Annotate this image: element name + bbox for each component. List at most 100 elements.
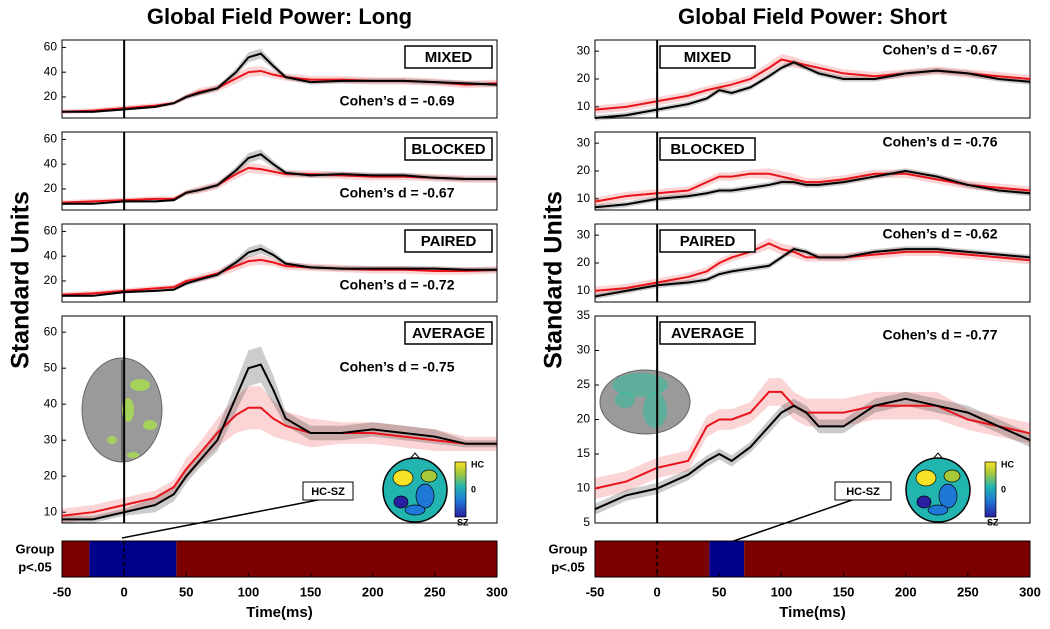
series-line [594,61,1031,119]
y-tick-label: 30 [577,227,591,241]
series-line [62,153,497,205]
series-line [594,248,1031,298]
colorbar [984,461,997,518]
series-line [594,169,1031,209]
x-tick-label: 250 [424,584,446,599]
error-band [595,59,1030,121]
topomap-blob [392,469,414,487]
activation-blob [615,392,635,408]
panel-label: AVERAGE [412,325,485,342]
label-box [404,45,493,69]
x-axis-label: Time(ms) [246,604,312,621]
panel-label: PAIRED [680,233,736,250]
inset: HC 0 SZ HC-SZ [81,357,484,539]
callout-label: HC-SZ [311,486,345,498]
colorbar-label: 0 [471,484,476,494]
topomap-blob [393,495,409,509]
series-line [594,172,1031,203]
group-label: p<.05 [551,559,585,574]
y-tick-label: 35 [577,308,591,322]
error-band [62,162,497,206]
panel-label: MIXED [684,49,732,66]
activation-blob [643,392,667,428]
plot-frame [61,540,498,578]
topomap-nose [409,452,421,460]
activation-blob [127,452,139,458]
effect-size: Cohen’s d = -0.67 [339,185,454,201]
label-box [404,229,493,253]
y-axis-label: Standard Units [7,191,35,369]
colorbar [454,461,467,518]
y-tick-label: 30 [577,135,591,149]
effect-size: Cohen’s d = -0.69 [339,93,454,109]
y-tick-label: 10 [577,283,591,297]
error-band [62,346,497,523]
x-tick-label: 300 [486,584,508,599]
topomap-blob [943,469,961,483]
label-box [659,137,756,161]
topomap-blob [916,495,932,509]
y-tick-label: 10 [577,191,591,205]
y-tick-label: 60 [44,40,58,54]
panel-label: PAIRED [421,233,477,250]
series-line [594,390,1031,490]
y-tick-label: 30 [577,343,591,357]
topomap-blob [404,504,426,516]
x-tick-label: 150 [300,584,322,599]
colorbar-label: HC [1001,459,1014,469]
effect-size: Cohen’s d = -0.72 [339,277,454,293]
colorbar-label: SZ [987,517,999,527]
colorbar-label: SZ [457,517,469,527]
x-tick-label: 250 [957,584,979,599]
x-tick-label: 100 [238,584,260,599]
chart-title: Global Field Power: Long [147,4,412,29]
group-label: Group [16,541,55,556]
y-tick-label: 30 [44,432,58,446]
y-axis-label: Standard Units [540,191,568,369]
x-axis-label: Time(ms) [779,604,845,621]
activation-blob [143,420,157,430]
label-box [659,45,756,69]
label-box [404,137,493,161]
y-tick-label: 20 [577,412,591,426]
y-tick-label: 20 [44,273,58,287]
y-tick-label: 40 [44,156,58,170]
significance-segment [744,541,1030,577]
y-tick-label: 20 [577,255,591,269]
series-line [594,242,1031,292]
y-tick-label: 30 [577,43,591,57]
group-label: p<.05 [18,559,52,574]
group-label: Group [549,541,588,556]
significance-segment [595,541,710,577]
significance-segment [62,541,90,577]
label-box [404,321,493,345]
x-tick-label: 200 [895,584,917,599]
y-tick-label: 20 [44,468,58,482]
y-tick-label: 20 [577,71,591,85]
effect-size: Cohen’s d = -0.75 [339,359,454,375]
callout-box [834,481,892,501]
label-box [659,229,756,253]
y-tick-label: 10 [44,504,58,518]
y-tick-label: 40 [44,248,58,262]
panel-label: BLOCKED [411,141,485,158]
x-tick-label: 300 [1019,584,1041,599]
x-tick-label: -50 [53,584,72,599]
plot-frame [594,540,1031,578]
callout-label: HC-SZ [846,486,880,498]
y-tick-label: 60 [44,224,58,238]
inset: HC 0 SZ HC-SZ [599,369,1014,546]
colorbar-label: HC [471,459,484,469]
error-band [595,53,1030,114]
error-band [595,168,1030,206]
series-line [61,166,497,204]
error-band [595,378,1030,499]
y-tick-label: 40 [44,396,58,410]
effect-size: Cohen’s d = -0.62 [882,226,997,242]
y-tick-label: 40 [44,64,58,78]
x-tick-label: 50 [179,584,193,599]
panel-label: BLOCKED [670,141,744,158]
callout-arrow [121,498,324,539]
callout-box [302,481,354,501]
